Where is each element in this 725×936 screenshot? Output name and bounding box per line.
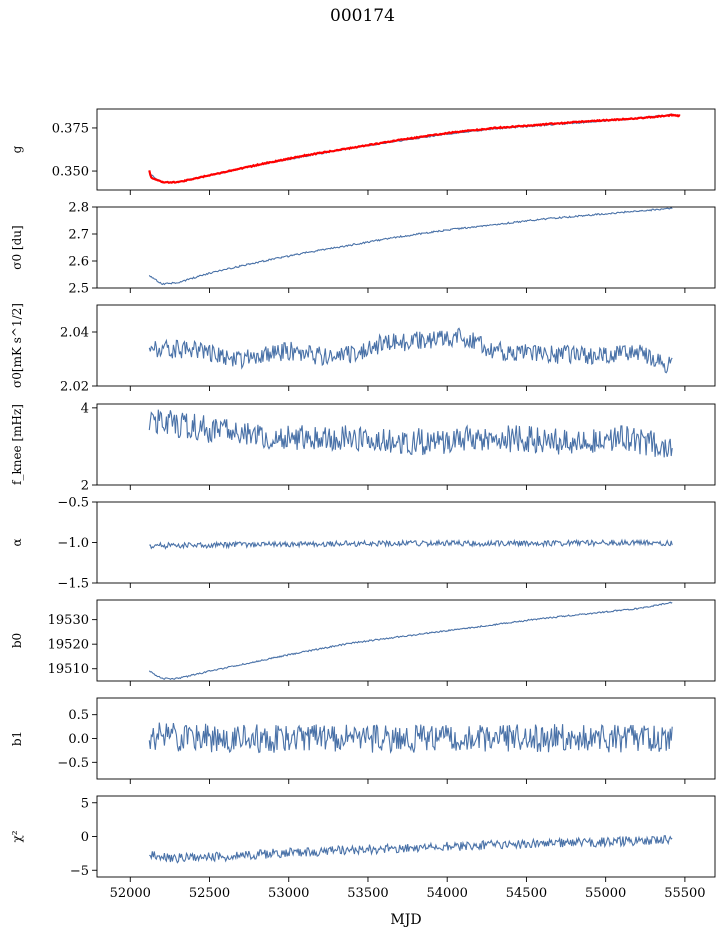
x-tick-label: 53000 <box>268 886 309 901</box>
y-tick-label: 19510 <box>48 662 89 677</box>
x-tick-label: 53500 <box>347 886 388 901</box>
y-tick-label: 2.02 <box>60 380 89 395</box>
y-tick-label: 0.5 <box>68 708 89 723</box>
axes-frame <box>96 206 716 289</box>
y-tick-label: −0.5 <box>57 756 89 771</box>
series-1-line <box>149 835 673 864</box>
series-1-line <box>148 327 673 374</box>
figure-title: 000174 <box>330 6 395 26</box>
axes-frame <box>96 108 716 191</box>
y-tick-label: −1.0 <box>57 536 89 551</box>
y-axis-label: χ² <box>10 830 24 842</box>
panel-2: 2.5 2.6 2.7 2.8 σ0 [du] <box>10 201 716 297</box>
panel-3: 2.02 2.04 σ0[mK s^1/2] <box>10 303 716 395</box>
panel-7: −0.5 0.0 0.5 b1 <box>10 697 716 784</box>
y-tick-label: 0 <box>81 830 89 845</box>
axes-frame <box>96 599 716 682</box>
y-tick-label: 2.7 <box>68 228 89 243</box>
x-tick-label: 54500 <box>506 886 547 901</box>
x-tick-label: 55000 <box>585 886 626 901</box>
series-1-line <box>148 207 673 286</box>
y-axis-label: g <box>10 145 24 153</box>
y-tick-label: 2.6 <box>68 255 89 270</box>
series-1-line <box>148 409 673 458</box>
y-axis-label: f_knee [mHz] <box>10 404 24 485</box>
y-tick-label: 0.375 <box>52 121 89 136</box>
y-tick-label: 0.0 <box>68 732 89 747</box>
y-tick-label: −0.5 <box>57 496 89 511</box>
y-tick-label: 5 <box>81 796 89 811</box>
y-axis-label: b0 <box>10 633 24 648</box>
axes-frame <box>96 403 716 486</box>
y-tick-label: −1.5 <box>57 577 89 592</box>
y-tick-label: 0.350 <box>52 165 89 180</box>
y-axis-label: α <box>10 538 24 546</box>
panel-5: −1.5 −1.0 −0.5 α <box>10 496 716 592</box>
series-1-line <box>149 538 673 550</box>
y-axis-label: σ0 [du] <box>10 225 24 269</box>
series-1-line <box>148 601 673 680</box>
x-tick-label: 52000 <box>110 886 151 901</box>
x-tick-label: 55500 <box>664 886 705 901</box>
x-tick-label: 52500 <box>189 886 230 901</box>
series-1-line <box>148 722 673 755</box>
panel-8: −5 0 5 52000 52500 53000 53500 54000 54500 55000 5… <box>10 795 716 901</box>
y-tick-label: 19520 <box>48 638 89 653</box>
series-2-line <box>148 113 681 184</box>
y-tick-label: 4 <box>81 401 89 416</box>
y-axis-label: b1 <box>10 731 24 746</box>
y-axis-label: σ0[mK s^1/2] <box>10 303 24 388</box>
panel-6: 19510 19520 19530 b0 <box>10 599 716 686</box>
panel-1: 0.350 0.375 g <box>10 108 716 195</box>
axes-frame <box>96 795 716 878</box>
x-axis-label: MJD <box>390 912 421 928</box>
y-tick-label: 2.04 <box>60 326 89 341</box>
panel-4: 2 4 f_knee [mHz] <box>10 401 716 494</box>
y-tick-label: −5 <box>70 864 89 879</box>
x-tick-label: 54000 <box>427 886 468 901</box>
y-tick-label: 2.5 <box>68 282 89 297</box>
axes-frame <box>96 304 716 387</box>
y-tick-label: 19530 <box>48 613 89 628</box>
y-tick-label: 2.8 <box>68 201 89 216</box>
y-tick-label: 2 <box>81 479 89 494</box>
